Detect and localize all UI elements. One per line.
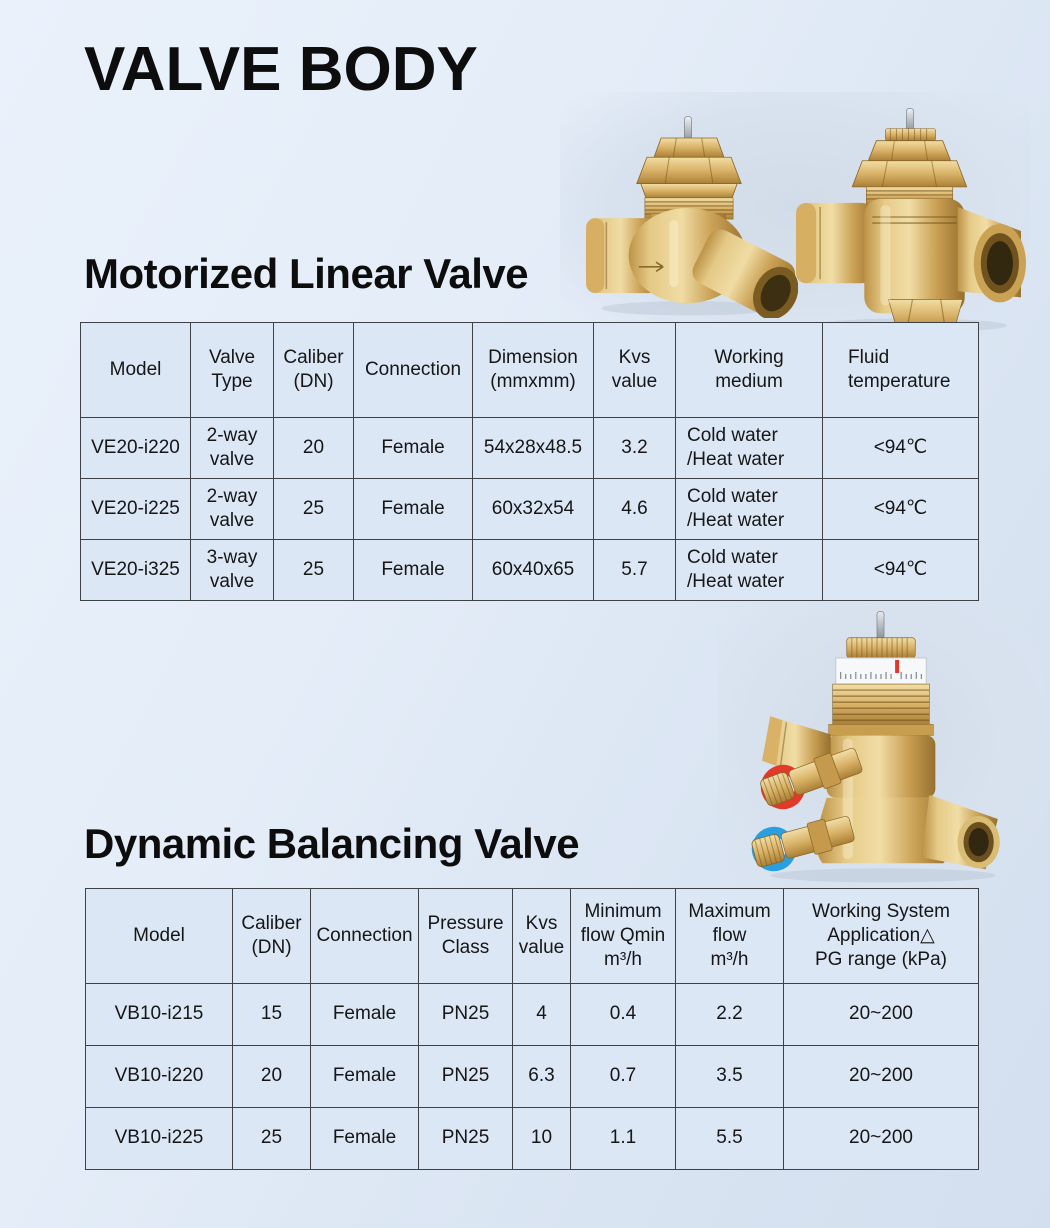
table-cell: 20 — [232, 1045, 311, 1108]
table-cell: Female — [353, 539, 473, 601]
table-cell: 5.7 — [593, 539, 676, 601]
table-cell: VE20-i325 — [80, 539, 191, 601]
table-cell: 4 — [512, 983, 571, 1046]
header-cell: Connection — [353, 322, 473, 418]
table-cell: VB10-i225 — [85, 1107, 233, 1170]
test-port-blue — [751, 816, 855, 872]
header-cell: Caliber (DN) — [232, 888, 311, 984]
valve-body — [796, 198, 1026, 332]
table-cell: 5.5 — [675, 1107, 784, 1170]
table-header-row: Model Caliber (DN) Connection Pressure C… — [85, 888, 979, 984]
header-cell: Working medium — [675, 322, 823, 418]
table-cell: Cold water /Heat water — [675, 539, 823, 601]
balancing-valve-image — [751, 611, 1000, 883]
table-cell: Female — [310, 983, 419, 1046]
header-cell: Maximum flow m³/h — [675, 888, 784, 984]
table-cell: 3.5 — [675, 1045, 784, 1108]
header-cell: Kvs value — [593, 322, 676, 418]
test-port-red — [760, 747, 863, 810]
table-cell: 3.2 — [593, 417, 676, 479]
table-cell: PN25 — [418, 1107, 513, 1170]
header-cell: Valve Type — [190, 322, 274, 418]
table-header-row: Model Valve Type Caliber (DN) Connection… — [80, 322, 979, 418]
adjustment-knob — [846, 637, 916, 659]
table-cell: <94℃ — [822, 417, 979, 479]
table-cell: 20~200 — [783, 1045, 979, 1108]
table-cell: 54x28x48.5 — [472, 417, 594, 479]
page-title: VALVE BODY — [84, 35, 478, 104]
table-row: VE20-i325 3-way valve 25 Female 60x40x65… — [80, 539, 979, 601]
dial-indicator — [895, 659, 900, 674]
table-cell: <94℃ — [822, 539, 979, 601]
table-cell: 20 — [273, 417, 354, 479]
table-cell: 25 — [232, 1107, 311, 1170]
table-cell: PN25 — [418, 983, 513, 1046]
table-row: VB10-i225 25 Female PN25 10 1.1 5.5 20~2… — [85, 1107, 979, 1170]
valve-bonnet — [636, 137, 742, 220]
table-cell: 2.2 — [675, 983, 784, 1046]
table-cell: 0.4 — [570, 983, 676, 1046]
table-row: VB10-i220 20 Female PN25 6.3 0.7 3.5 20~… — [85, 1045, 979, 1108]
threaded-neck — [828, 683, 934, 736]
shadow — [601, 301, 776, 316]
header-cell: Working System Application△ PG range (kP… — [783, 888, 979, 984]
table-cell: 3-way valve — [190, 539, 274, 601]
setting-dial — [835, 657, 927, 685]
table-cell: 25 — [273, 539, 354, 601]
table-cell: 1.1 — [570, 1107, 676, 1170]
table-cell: 0.7 — [570, 1045, 676, 1108]
table-cell: 10 — [512, 1107, 571, 1170]
motorized-section-heading: Motorized Linear Valve — [84, 250, 529, 297]
balancing-valve-table: Model Caliber (DN) Connection Pressure C… — [85, 888, 979, 1170]
valve-body — [586, 207, 798, 318]
table-row: VE20-i220 2-way valve 20 Female 54x28x48… — [80, 417, 979, 479]
header-cell: Fluid temperature — [822, 322, 979, 418]
table-cell: <94℃ — [822, 478, 979, 540]
motorized-valve-table: Model Valve Type Caliber (DN) Connection… — [80, 322, 979, 601]
table-cell: VB10-i215 — [85, 983, 233, 1046]
table-cell: 60x40x65 — [472, 539, 594, 601]
valve-stem — [684, 116, 692, 142]
valve-bonnet — [851, 128, 968, 206]
shadow — [770, 868, 996, 883]
header-cell: Minimum flow Qmin m³/h — [570, 888, 676, 984]
table-cell: VE20-i220 — [80, 417, 191, 479]
table-cell: 6.3 — [512, 1045, 571, 1108]
balancing-section-heading: Dynamic Balancing Valve — [84, 820, 580, 867]
table-cell: 20~200 — [783, 983, 979, 1046]
header-cell: Connection — [310, 888, 419, 984]
header-cell: Model — [80, 322, 191, 418]
table-cell: Cold water /Heat water — [675, 478, 823, 540]
table-cell: VB10-i220 — [85, 1045, 233, 1108]
valve-stem — [906, 108, 914, 131]
table-row: VE20-i225 2-way valve 25 Female 60x32x54… — [80, 478, 979, 540]
table-cell: 20~200 — [783, 1107, 979, 1170]
table-cell: VE20-i225 — [80, 478, 191, 540]
header-cell: Kvs value — [512, 888, 571, 984]
two-way-valve-image — [586, 116, 798, 318]
header-cell: Model — [85, 888, 233, 984]
three-way-valve-image — [796, 108, 1026, 333]
table-row: VB10-i215 15 Female PN25 4 0.4 2.2 20~20… — [85, 983, 979, 1046]
header-cell: Pressure Class — [418, 888, 513, 984]
table-cell: 4.6 — [593, 478, 676, 540]
valve-stem — [876, 611, 885, 641]
table-cell: PN25 — [418, 1045, 513, 1108]
table-cell: 15 — [232, 983, 311, 1046]
table-cell: 60x32x54 — [472, 478, 594, 540]
header-cell: Caliber (DN) — [273, 322, 354, 418]
table-cell: Cold water /Heat water — [675, 417, 823, 479]
table-cell: Female — [310, 1045, 419, 1108]
table-cell: 2-way valve — [190, 478, 274, 540]
table-cell: Female — [353, 417, 473, 479]
table-cell: 25 — [273, 478, 354, 540]
table-cell: Female — [310, 1107, 419, 1170]
header-cell: Dimension (mmxmm) — [472, 322, 594, 418]
table-cell: Female — [353, 478, 473, 540]
table-cell: 2-way valve — [190, 417, 274, 479]
